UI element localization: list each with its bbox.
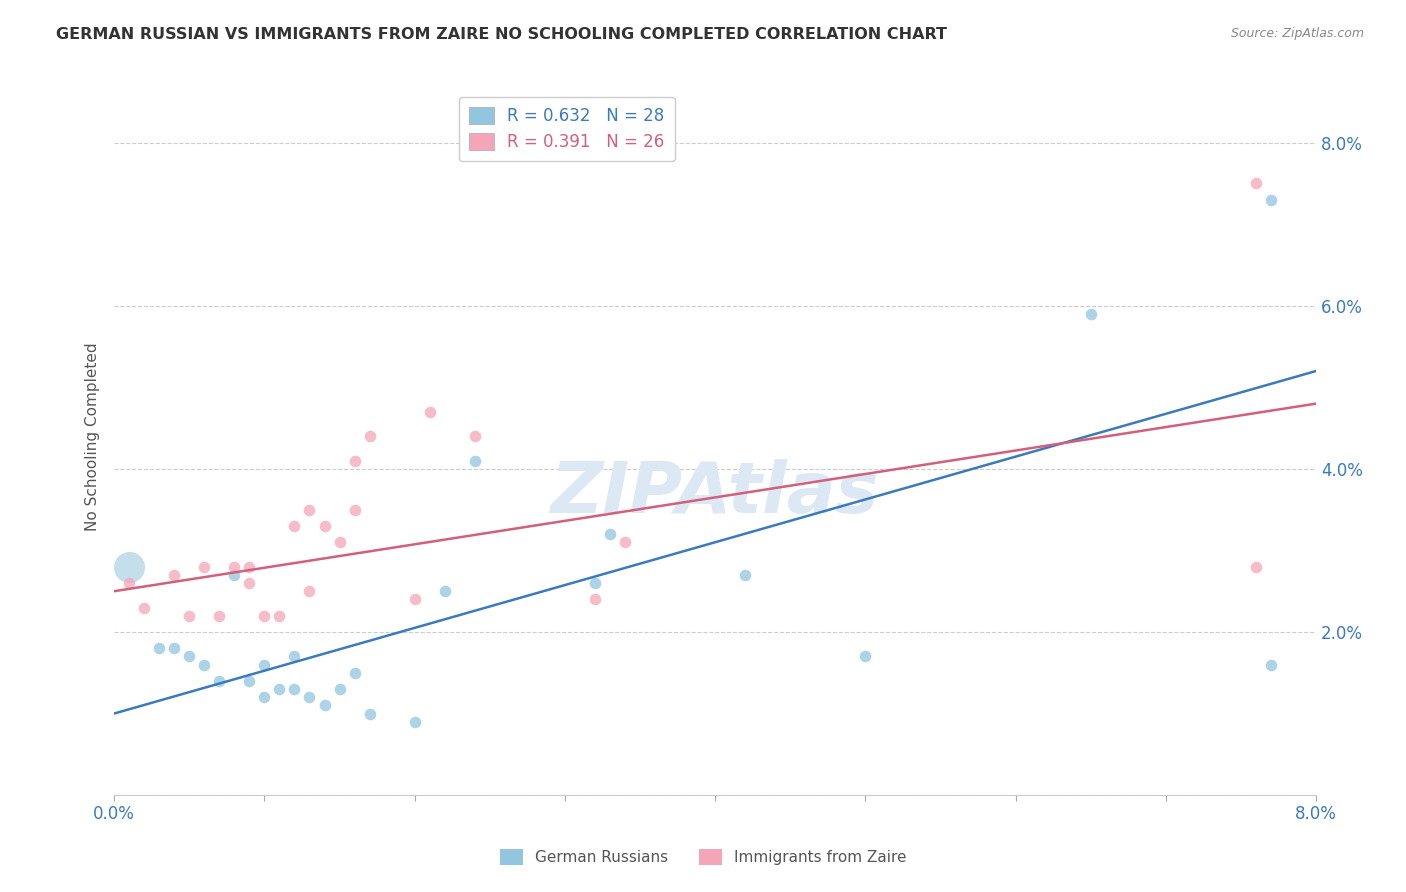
Point — [163, 641, 186, 656]
Point — [343, 665, 366, 680]
Legend: R = 0.632   N = 28, R = 0.391   N = 26: R = 0.632 N = 28, R = 0.391 N = 26 — [458, 96, 675, 161]
Point — [1244, 559, 1267, 574]
Point — [343, 453, 366, 467]
Point — [583, 592, 606, 607]
Point — [314, 519, 336, 533]
Legend: German Russians, Immigrants from Zaire: German Russians, Immigrants from Zaire — [494, 843, 912, 871]
Point — [599, 527, 621, 541]
Point — [1080, 307, 1102, 321]
Point — [359, 706, 381, 721]
Point — [253, 657, 276, 672]
Point — [283, 519, 305, 533]
Point — [134, 600, 156, 615]
Point — [343, 502, 366, 516]
Point — [118, 576, 141, 591]
Point — [328, 535, 350, 549]
Text: Source: ZipAtlas.com: Source: ZipAtlas.com — [1230, 27, 1364, 40]
Point — [613, 535, 636, 549]
Point — [253, 608, 276, 623]
Point — [419, 405, 441, 419]
Point — [193, 657, 215, 672]
Point — [253, 690, 276, 705]
Point — [464, 429, 486, 443]
Point — [208, 673, 231, 688]
Point — [208, 608, 231, 623]
Point — [238, 576, 260, 591]
Point — [314, 698, 336, 713]
Point — [1244, 177, 1267, 191]
Point — [464, 453, 486, 467]
Point — [1260, 657, 1282, 672]
Point — [269, 681, 291, 696]
Point — [283, 649, 305, 664]
Point — [283, 681, 305, 696]
Point — [238, 673, 260, 688]
Point — [238, 559, 260, 574]
Point — [734, 567, 756, 582]
Point — [1260, 193, 1282, 207]
Point — [118, 559, 141, 574]
Point — [328, 681, 350, 696]
Y-axis label: No Schooling Completed: No Schooling Completed — [86, 342, 100, 531]
Point — [853, 649, 876, 664]
Point — [404, 592, 426, 607]
Point — [298, 584, 321, 599]
Point — [269, 608, 291, 623]
Point — [224, 559, 246, 574]
Point — [404, 714, 426, 729]
Point — [148, 641, 170, 656]
Point — [433, 584, 456, 599]
Point — [163, 567, 186, 582]
Text: ZIPAtlas: ZIPAtlas — [551, 459, 879, 528]
Point — [359, 429, 381, 443]
Text: GERMAN RUSSIAN VS IMMIGRANTS FROM ZAIRE NO SCHOOLING COMPLETED CORRELATION CHART: GERMAN RUSSIAN VS IMMIGRANTS FROM ZAIRE … — [56, 27, 948, 42]
Point — [583, 576, 606, 591]
Point — [193, 559, 215, 574]
Point — [298, 690, 321, 705]
Point — [298, 502, 321, 516]
Point — [224, 567, 246, 582]
Point — [179, 649, 201, 664]
Point — [179, 608, 201, 623]
